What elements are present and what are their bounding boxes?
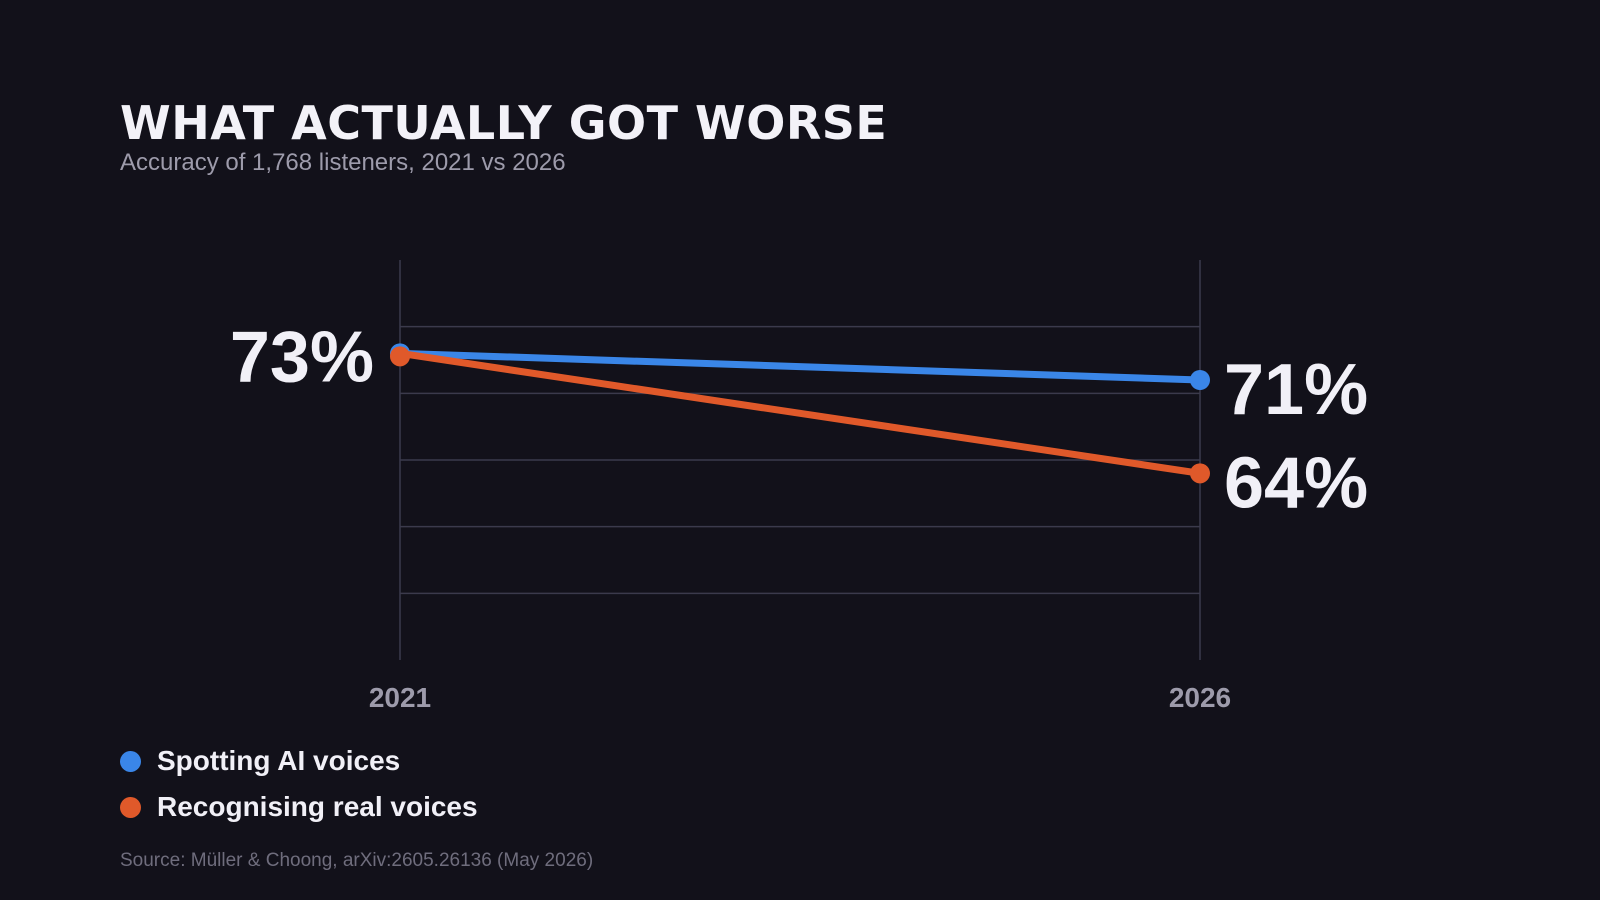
x-axis: 2021 2026 [369, 260, 1231, 713]
source-note: Source: Müller & Choong, arXiv:2605.2613… [120, 850, 594, 871]
series-line-1 [396, 349, 1204, 477]
legend-swatch-real [120, 796, 141, 818]
series-point-1-0 [390, 346, 410, 367]
legend-label-real: Recognising real voices [157, 791, 478, 822]
data-label-1-1: 64% [1224, 443, 1368, 523]
series-point-1-1 [1190, 463, 1210, 484]
x-tick-label-2021: 2021 [369, 682, 431, 713]
data-labels: 71% 73% 64% [230, 317, 1368, 523]
legend-swatch-ai [120, 750, 141, 772]
series-line-0 [396, 349, 1204, 384]
series [390, 343, 1210, 484]
legend-item-real: Recognising real voices [120, 784, 478, 830]
legend-label-ai: Spotting AI voices [157, 745, 401, 776]
grid [400, 325, 1200, 595]
series-point-0-1 [1190, 370, 1210, 390]
legend-item-ai: Spotting AI voices [120, 738, 478, 784]
data-label-1-0: 73% [230, 317, 374, 397]
x-tick-label-2026: 2026 [1169, 682, 1231, 713]
chart-subtitle: Accuracy of 1,768 listeners, 2021 vs 202… [120, 149, 566, 176]
legend: Spotting AI voices Recognising real voic… [120, 738, 478, 830]
chart-title: WHAT ACTUALLY GOT WORSE [120, 96, 888, 150]
data-label-0-1: 71% [1224, 350, 1368, 430]
